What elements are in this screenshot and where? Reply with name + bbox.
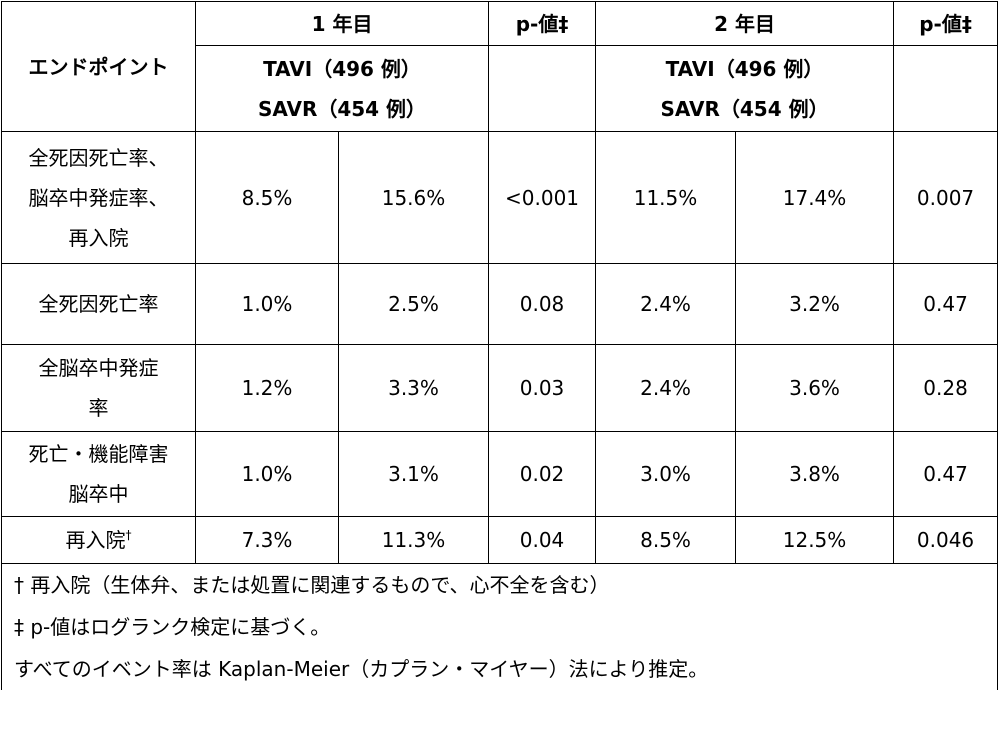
data-cell: 17.4% xyxy=(735,131,895,264)
data-cell: 0.04 xyxy=(488,516,597,564)
row-label: 全脳卒中発症率 xyxy=(1,344,196,432)
label-text: 脳卒中 xyxy=(68,482,129,506)
label-line: 脳卒中 xyxy=(2,474,195,514)
label-text: 再入院 xyxy=(65,528,126,552)
data-cell: 0.28 xyxy=(893,344,999,432)
data-cell: 8.5% xyxy=(195,131,339,264)
footnote-row: ‡ p-値はログランク検定に基づく。 xyxy=(0,606,999,648)
data-row: 全脳卒中発症率 1.2% 3.3% 0.03 2.4% 3.6% 0.28 xyxy=(1,344,999,432)
header-cell: TAVI（496 例） SAVR（454 例） xyxy=(194,45,490,132)
data-cell: 11.5% xyxy=(595,131,737,264)
header-cell: p-値‡ xyxy=(488,1,597,46)
footnote-row: すべてのイベント率は Kaplan-Meier（カプラン・マイヤー）法により推定… xyxy=(0,648,999,690)
data-cell: 3.8% xyxy=(735,431,895,517)
row-label: 再入院† xyxy=(1,516,196,564)
label-note: † xyxy=(125,528,132,542)
data-cell: 7.3% xyxy=(195,516,339,564)
label-text: 率 xyxy=(88,396,109,420)
header-cell: 2 年目 xyxy=(595,1,895,46)
data-cell: 1.0% xyxy=(195,263,339,345)
data-row: 全死因死亡率 1.0% 2.5% 0.08 2.4% 3.2% 0.47 xyxy=(1,263,999,345)
header-cell: TAVI（496 例） SAVR（454 例） xyxy=(595,45,895,132)
row-label: 全死因死亡率 xyxy=(1,263,196,345)
label-line: 全死因死亡率 xyxy=(2,284,195,324)
data-cell: 3.6% xyxy=(735,344,895,432)
header-cell: p-値‡ xyxy=(893,1,999,46)
header-line: TAVI（496 例） xyxy=(665,56,824,81)
footnote: ‡ p-値はログランク検定に基づく。 xyxy=(0,606,999,648)
header-cell: 1 年目 xyxy=(194,1,490,46)
data-cell: 3.3% xyxy=(337,344,490,432)
data-cell: 0.046 xyxy=(893,516,999,564)
footnote-row: † 再入院（生体弁、または処置に関連するもので、心不全を含む） xyxy=(0,563,999,606)
label-text: 脳卒中発症率、 xyxy=(28,185,169,210)
header-cell: エンドポイント xyxy=(1,1,196,132)
label-line: 再入院 xyxy=(2,218,195,258)
data-cell: 1.2% xyxy=(195,344,339,432)
data-cell: 0.02 xyxy=(488,431,597,517)
label-line: 再入院† xyxy=(2,520,195,560)
label-text: 全死因死亡率 xyxy=(38,292,159,316)
data-cell: 0.08 xyxy=(488,263,597,345)
data-cell: 2.4% xyxy=(595,344,737,432)
empty-cell xyxy=(893,45,999,132)
data-cell: 3.0% xyxy=(595,431,737,517)
row-label: 死亡・機能障害 脳卒中 xyxy=(1,431,196,517)
data-cell: 0.007 xyxy=(893,131,999,264)
label-line: 脳卒中発症率、 xyxy=(2,178,195,218)
data-cell: 11.3% xyxy=(337,516,490,564)
data-row: 全死因死亡率、 脳卒中発症率、 再入院 8.5% 15.6% <0.001 11.5% 17.… xyxy=(1,131,999,264)
data-cell: 15.6% xyxy=(337,131,490,264)
data-cell: 3.1% xyxy=(337,431,490,517)
footnote: すべてのイベント率は Kaplan-Meier（カプラン・マイヤー）法により推定… xyxy=(0,648,999,690)
data-row: 死亡・機能障害 脳卒中 1.0% 3.1% 0.02 3.0% 3.8% 0.47 xyxy=(1,431,999,517)
label-line: 全死因死亡率、 xyxy=(2,138,195,178)
data-cell: 8.5% xyxy=(595,516,737,564)
row-label: 全死因死亡率、 脳卒中発症率、 再入院 xyxy=(1,131,196,264)
data-cell: 0.03 xyxy=(488,344,597,432)
header-line: TAVI（496 例） xyxy=(263,56,421,81)
label-line: 死亡・機能障害 xyxy=(2,434,195,474)
data-cell: 3.2% xyxy=(735,263,895,345)
data-row: 再入院† 7.3% 11.3% 0.04 8.5% 12.5% 0.046 xyxy=(1,516,999,564)
header-row: エンドポイント 1 年目 p-値‡ 2 年目 p-値‡ xyxy=(1,1,999,132)
label-line: 率 xyxy=(2,388,195,428)
data-cell: 2.4% xyxy=(595,263,737,345)
data-cell: 2.5% xyxy=(337,263,490,345)
header-line: SAVR（454 例） xyxy=(257,96,427,121)
results-table: エンドポイント 1 年目 p-値‡ 2 年目 p-値‡ TAVI（496 例） S… xyxy=(0,1,999,690)
header-row: TAVI（496 例） SAVR（454 例） TAVI（496 例） SAVR（4… xyxy=(2,45,999,132)
label-text: 全脳卒中発症 xyxy=(38,356,159,380)
data-cell: 1.0% xyxy=(195,431,339,517)
label-line: 全脳卒中発症 xyxy=(2,348,195,388)
label-text: 全死因死亡率、 xyxy=(28,145,169,170)
data-cell: 12.5% xyxy=(735,516,895,564)
table-body: エンドポイント 1 年目 p-値‡ 2 年目 p-値‡ TAVI（496 例） S… xyxy=(0,1,999,690)
data-cell: <0.001 xyxy=(488,131,597,264)
label-text: 死亡・機能障害 xyxy=(28,442,169,466)
data-cell: 0.47 xyxy=(893,431,999,517)
label-text: 再入院 xyxy=(68,225,129,250)
header-line: SAVR（454 例） xyxy=(660,96,829,121)
data-cell: 0.47 xyxy=(893,263,999,345)
empty-cell xyxy=(488,45,597,132)
footnote: † 再入院（生体弁、または処置に関連するもので、心不全を含む） xyxy=(0,563,999,606)
